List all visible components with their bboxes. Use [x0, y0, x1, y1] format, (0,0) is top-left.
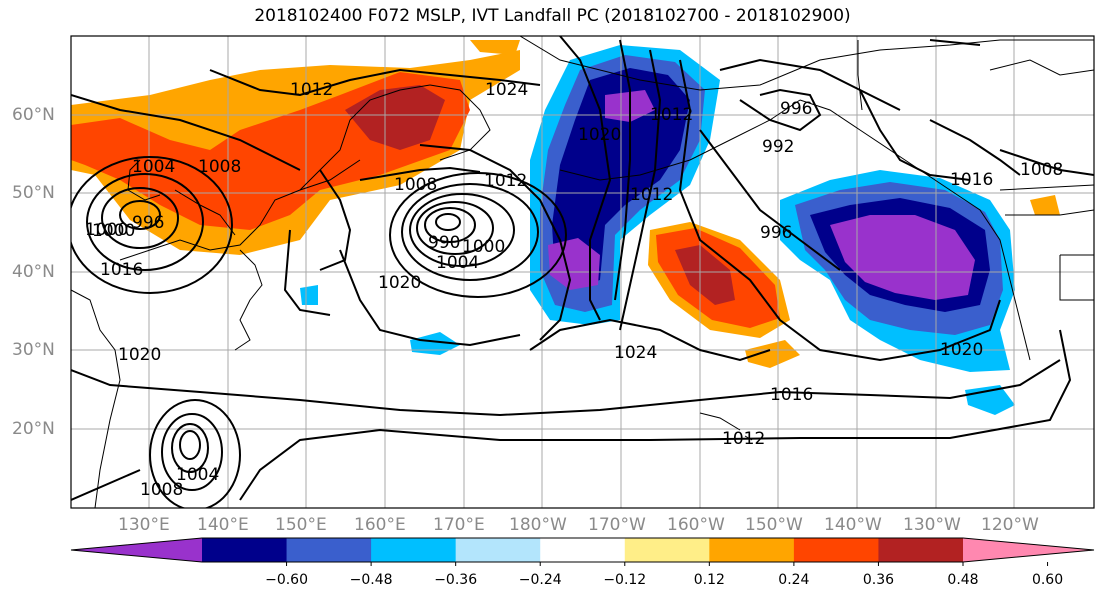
contour-label: 1020	[940, 340, 983, 360]
lon-label: 170°W	[588, 515, 646, 535]
contour-label: 1024	[485, 80, 528, 100]
colorbar-tick-label: −0.60	[265, 572, 308, 588]
colorbar-tick-label: 0.24	[778, 572, 810, 588]
lon-label: 140°E	[197, 515, 249, 535]
lat-label: 50°N	[12, 183, 55, 203]
contour-label: 996	[780, 99, 812, 119]
lat-label: 20°N	[12, 419, 55, 439]
lon-label: 180°W	[509, 515, 567, 535]
colorbar-segment	[878, 538, 964, 562]
colorbar-segment	[286, 538, 372, 562]
lat-label: 30°N	[12, 340, 55, 360]
colorbar-arrow-right	[963, 538, 1094, 562]
colorbar-segment	[371, 538, 457, 562]
contour-label: 990	[428, 233, 460, 253]
mslp-isobars	[71, 36, 1094, 508]
contour-label: 1024	[614, 343, 657, 363]
contour-label: 1008	[198, 157, 241, 177]
contour-label: 1004	[132, 157, 175, 177]
ivt-positive-shading	[71, 40, 1060, 368]
lon-label: 120°W	[981, 515, 1039, 535]
colorbar-tick-label: −0.24	[518, 572, 562, 588]
lon-label: 150°W	[745, 515, 803, 535]
contour-label: 1020	[118, 345, 161, 365]
lon-label: 130°W	[903, 515, 961, 535]
colorbar-segment	[540, 538, 626, 562]
colorbar-tick-label: 0.12	[693, 572, 725, 588]
lat-label: 60°N	[12, 105, 55, 125]
contour-label: 1012	[630, 185, 673, 205]
contour-label: 1004	[436, 253, 479, 273]
contour-label: 1000	[92, 221, 135, 241]
colorbar-tick-label: 0.36	[862, 572, 895, 588]
contour-label: 1000	[462, 237, 505, 257]
lat-label: 40°N	[12, 262, 55, 282]
contour-label: 1008	[1020, 160, 1063, 180]
colorbar	[70, 537, 1095, 566]
map-title: 2018102400 F072 MSLP, IVT Landfall PC (2…	[254, 6, 851, 26]
contour-label: 1000	[85, 220, 128, 240]
colorbar-tick-label: −0.12	[603, 572, 647, 588]
colorbar-tick-label: 0.60	[1031, 572, 1064, 588]
lon-label: 160°E	[354, 515, 406, 535]
colorbar-tick-label: −0.48	[349, 572, 393, 588]
colorbar-segment	[202, 538, 288, 562]
colorbar-segment	[793, 538, 879, 562]
contour-label: 1004	[176, 465, 219, 485]
contour-label: 1020	[578, 125, 621, 145]
colorbar-tick-label: −0.36	[434, 572, 478, 588]
lon-label: 130°E	[118, 515, 170, 535]
contour-label: 1008	[140, 480, 183, 500]
map-gridlines	[71, 36, 1094, 508]
contour-label: 996	[760, 223, 792, 243]
colorbar-arrow-left	[71, 538, 202, 562]
lon-label: 150°E	[275, 515, 327, 535]
lon-label: 160°W	[667, 515, 725, 535]
colorbar-tick-label: 0.48	[947, 572, 979, 588]
colorbar-outline	[70, 537, 1095, 563]
contour-label: 1016	[950, 170, 993, 190]
lon-label: 140°W	[824, 515, 882, 535]
contour-label: 1020	[378, 273, 421, 293]
contour-label: 1012	[290, 80, 333, 100]
contour-label: 1016	[100, 260, 143, 280]
contour-label: 1012	[484, 171, 527, 191]
colorbar-segment	[624, 538, 710, 562]
map-border	[70, 35, 1095, 509]
colorbar-segment	[455, 538, 541, 562]
contour-label: 1016	[770, 385, 813, 405]
contour-label: 1008	[394, 175, 437, 195]
colorbar-segment	[709, 538, 795, 562]
contour-labels: 1012 1024 1004 1008 996 1000 1008 1012 9…	[85, 80, 1063, 500]
map-panel	[71, 36, 1094, 508]
contour-label: 996	[132, 213, 164, 233]
contour-label: 1012	[650, 105, 693, 125]
contour-label: 1012	[722, 429, 765, 449]
contour-label: 992	[762, 137, 794, 157]
lon-label: 170°E	[433, 515, 485, 535]
